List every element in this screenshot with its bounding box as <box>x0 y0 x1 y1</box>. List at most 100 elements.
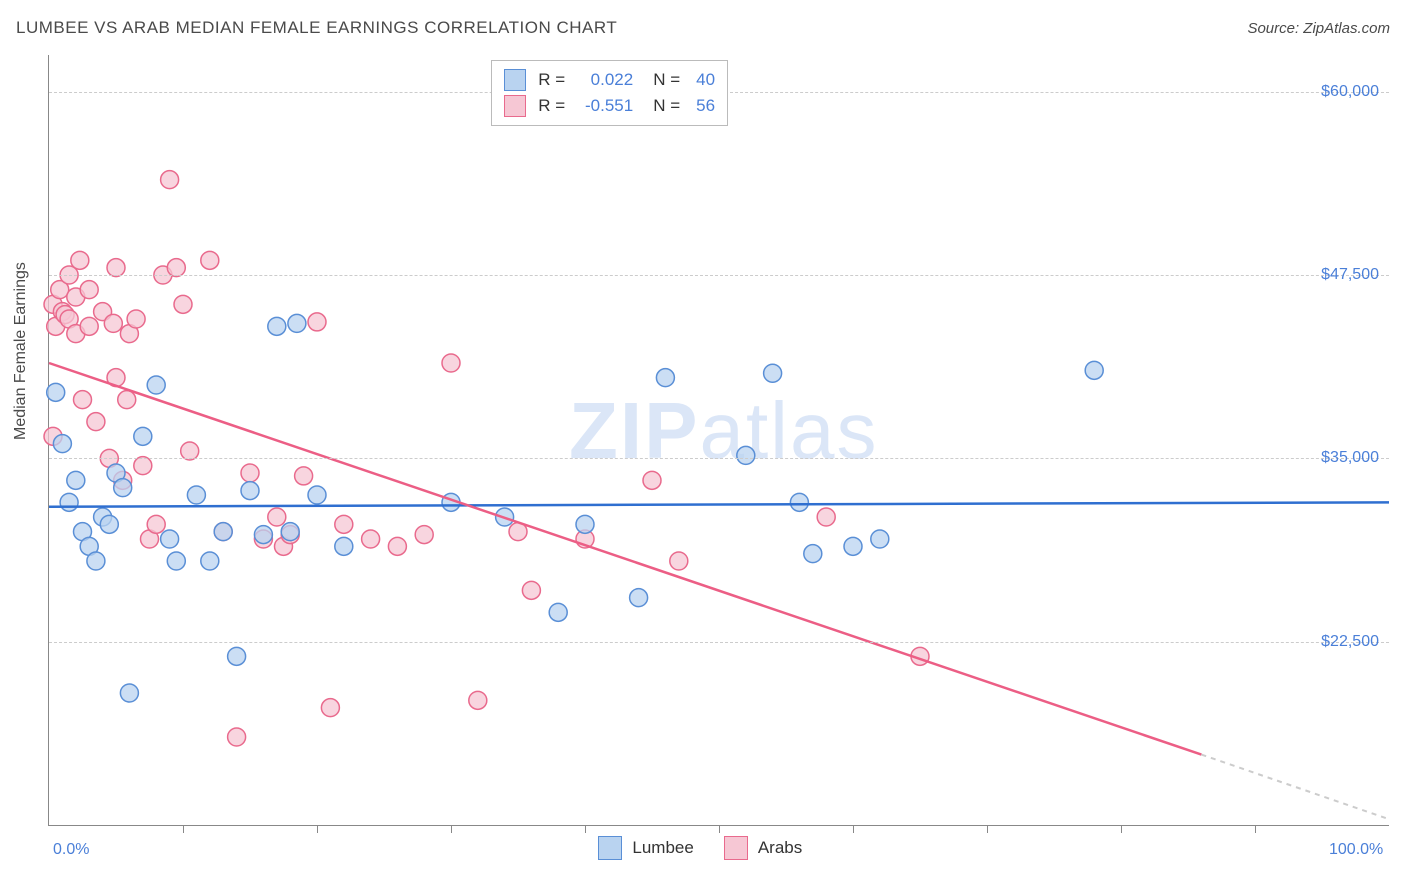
lumbee-point <box>161 530 179 548</box>
arabs-point <box>127 310 145 328</box>
lumbee-trendline <box>49 502 1389 506</box>
lumbee-point <box>288 314 306 332</box>
lumbee-point <box>114 479 132 497</box>
legend-swatch <box>598 836 622 860</box>
legend-series-label: Arabs <box>758 838 802 858</box>
arabs-point <box>161 171 179 189</box>
lumbee-point <box>120 684 138 702</box>
arabs-point <box>415 526 433 544</box>
arabs-point <box>167 259 185 277</box>
arabs-point <box>174 295 192 313</box>
lumbee-point <box>87 552 105 570</box>
legend-series: Lumbee Arabs <box>598 836 822 860</box>
lumbee-point <box>100 515 118 533</box>
lumbee-point <box>201 552 219 570</box>
y-tick-label: $35,000 <box>1321 449 1379 467</box>
chart-header: LUMBEE VS ARAB MEDIAN FEMALE EARNINGS CO… <box>16 18 1390 38</box>
arabs-point <box>181 442 199 460</box>
arabs-point <box>80 281 98 299</box>
x-tick <box>451 825 452 833</box>
lumbee-point <box>228 647 246 665</box>
arabs-point <box>87 413 105 431</box>
legend-swatch <box>724 836 748 860</box>
lumbee-point <box>241 482 259 500</box>
arabs-point <box>74 391 92 409</box>
lumbee-point <box>764 364 782 382</box>
lumbee-point <box>656 369 674 387</box>
lumbee-point <box>576 515 594 533</box>
arabs-point <box>104 314 122 332</box>
arabs-point <box>241 464 259 482</box>
x-tick <box>987 825 988 833</box>
legend-series-label: Lumbee <box>632 838 693 858</box>
lumbee-point <box>60 493 78 511</box>
lumbee-point <box>281 523 299 541</box>
lumbee-point <box>308 486 326 504</box>
x-axis-label: 0.0% <box>53 841 89 859</box>
chart-plot-area: ZIPatlas $22,500$35,000$47,500$60,0000.0… <box>48 55 1389 826</box>
arabs-point <box>388 537 406 555</box>
legend-r-value: 0.022 <box>578 70 633 90</box>
legend-r-value: -0.551 <box>578 96 633 116</box>
legend-stats: R = 0.022 N = 40 R = -0.551 N = 56 <box>491 60 728 126</box>
x-tick <box>1255 825 1256 833</box>
lumbee-point <box>67 471 85 489</box>
legend-stats-row: R = -0.551 N = 56 <box>504 93 715 119</box>
legend-n-value: 56 <box>696 96 715 116</box>
legend-r-label: R = <box>538 70 566 90</box>
legend-swatch <box>504 69 526 91</box>
arabs-point <box>522 581 540 599</box>
legend-n-label: N = <box>653 70 680 90</box>
x-tick <box>1121 825 1122 833</box>
chart-title: LUMBEE VS ARAB MEDIAN FEMALE EARNINGS CO… <box>16 18 617 38</box>
y-tick-label: $47,500 <box>1321 266 1379 284</box>
gridline <box>49 458 1389 459</box>
lumbee-point <box>1085 361 1103 379</box>
scatter-svg <box>49 55 1389 825</box>
x-tick <box>585 825 586 833</box>
arabs-point <box>817 508 835 526</box>
arabs-point <box>442 354 460 372</box>
arabs-point <box>321 699 339 717</box>
arabs-point <box>643 471 661 489</box>
lumbee-point <box>844 537 862 555</box>
arabs-point <box>268 508 286 526</box>
lumbee-point <box>134 427 152 445</box>
chart-source: Source: ZipAtlas.com <box>1247 20 1390 37</box>
legend-swatch <box>504 95 526 117</box>
x-tick <box>317 825 318 833</box>
gridline <box>49 642 1389 643</box>
lumbee-point <box>254 526 272 544</box>
lumbee-point <box>147 376 165 394</box>
arabs-point <box>118 391 136 409</box>
lumbee-point <box>47 383 65 401</box>
lumbee-point <box>549 603 567 621</box>
arabs-trendline <box>49 363 1201 755</box>
lumbee-point <box>214 523 232 541</box>
arabs-point <box>147 515 165 533</box>
arabs-trendline-ext <box>1201 755 1389 820</box>
arabs-point <box>80 317 98 335</box>
legend-r-label: R = <box>538 96 566 116</box>
arabs-point <box>201 251 219 269</box>
lumbee-point <box>871 530 889 548</box>
lumbee-point <box>790 493 808 511</box>
x-tick <box>183 825 184 833</box>
arabs-point <box>71 251 89 269</box>
arabs-point <box>670 552 688 570</box>
legend-stats-row: R = 0.022 N = 40 <box>504 67 715 93</box>
legend-n-value: 40 <box>696 70 715 90</box>
lumbee-point <box>737 446 755 464</box>
arabs-point <box>335 515 353 533</box>
lumbee-point <box>804 545 822 563</box>
arabs-point <box>308 313 326 331</box>
gridline <box>49 275 1389 276</box>
lumbee-point <box>53 435 71 453</box>
arabs-point <box>362 530 380 548</box>
legend-n-label: N = <box>653 96 680 116</box>
y-tick-label: $60,000 <box>1321 83 1379 101</box>
x-tick <box>719 825 720 833</box>
arabs-point <box>469 691 487 709</box>
x-axis-label: 100.0% <box>1329 841 1383 859</box>
y-axis-title: Median Female Earnings <box>12 262 30 440</box>
